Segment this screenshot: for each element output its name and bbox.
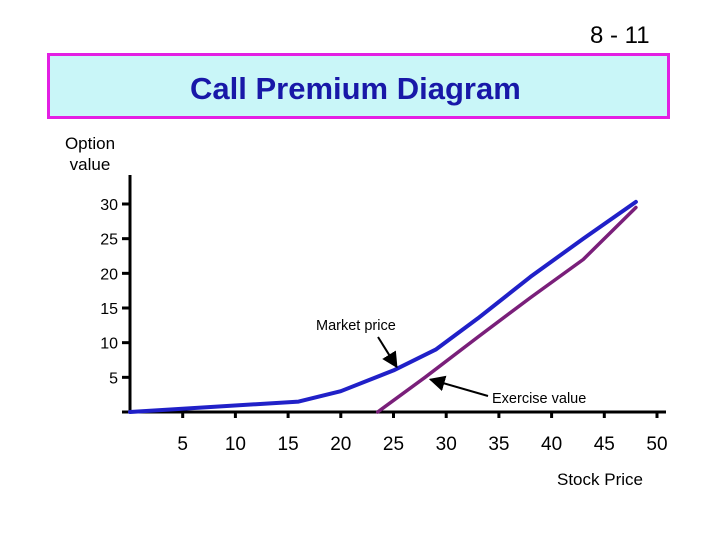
slide-number: 8 - 11 (590, 22, 650, 49)
x-tick-label: 10 (225, 434, 246, 455)
y-tick-label: 15 (100, 301, 118, 318)
x-tick-label: 5 (177, 434, 188, 455)
x-tick-label: 25 (383, 434, 404, 455)
x-tick-label: 50 (646, 434, 667, 455)
annotation-arrow (428, 375, 489, 397)
y-tick-label: 30 (100, 197, 118, 214)
y-tick-label: 5 (109, 370, 118, 387)
y-tick-label: 10 (100, 336, 118, 353)
y-tick-label: 20 (100, 266, 118, 283)
title-banner: Call Premium Diagram (47, 53, 670, 119)
market-price-line (128, 199, 638, 414)
exercise-value-line (375, 205, 638, 414)
x-tick-label: 20 (330, 434, 351, 455)
x-tick-label: 15 (278, 434, 299, 455)
x-tick-label: 40 (541, 434, 562, 455)
y-axis-label: Option value (64, 134, 116, 174)
exercise-value-annotation: Exercise value (492, 391, 586, 407)
y-tick-label: 25 (100, 232, 118, 249)
chart-title: Call Premium Diagram (190, 71, 521, 106)
x-tick-label: 30 (436, 434, 457, 455)
x-tick-label: 45 (594, 434, 615, 455)
annotation-arrow (377, 336, 398, 369)
market-price-annotation: Market price (316, 318, 396, 334)
x-axis-label: Stock Price (557, 470, 643, 489)
x-tick-label: 35 (488, 434, 509, 455)
